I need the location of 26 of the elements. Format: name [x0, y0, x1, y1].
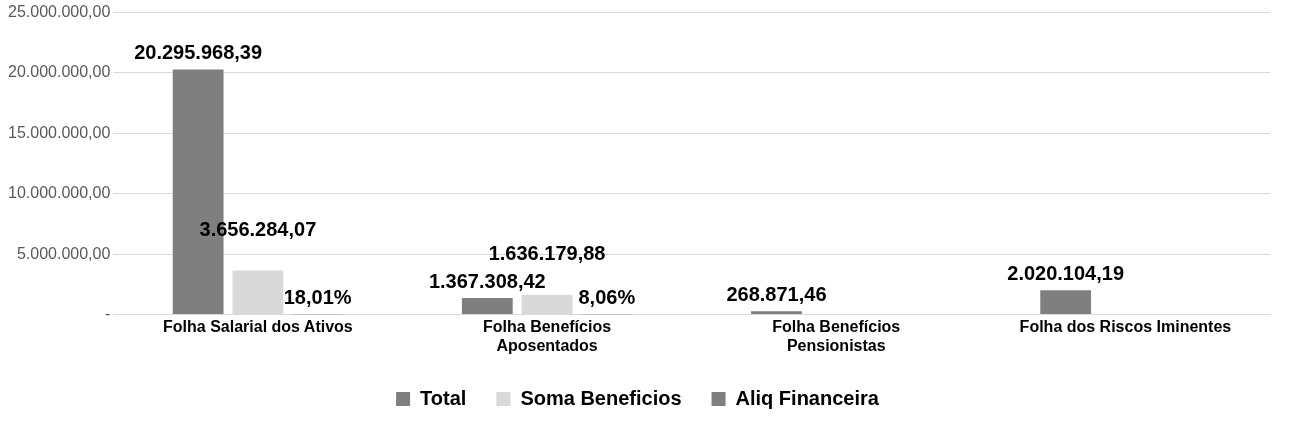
bar	[751, 311, 802, 315]
legend-label: Soma Beneficios	[520, 386, 682, 409]
x-tick-label: Folha Benefícios Aposentados	[483, 317, 612, 354]
data-label: 1.636.179,88	[488, 242, 606, 265]
y-tick-label: 20.000.000,00	[7, 63, 111, 81]
data-label: 20.295.968,39	[134, 40, 263, 63]
x-tick-label: Folha Benefícios Pensionistas	[772, 317, 901, 354]
bar	[521, 294, 573, 315]
y-tick-label: 10.000.000,00	[7, 184, 111, 202]
data-label: 3.656.284,07	[199, 217, 317, 240]
data-label: 8,06%	[578, 286, 636, 309]
data-label: 1.367.308,42	[428, 269, 546, 292]
y-tick-label: 5.000.000,00	[16, 244, 111, 262]
bar	[461, 298, 513, 315]
data-label: 2.020.104,19	[1007, 261, 1125, 284]
x-tick-label: Folha Salarial dos Ativos	[163, 317, 353, 335]
bar	[1040, 290, 1092, 315]
data-label: 268.871,46	[726, 282, 827, 305]
y-tick-label: 25.000.000,00	[7, 3, 111, 21]
y-tick-label: -	[104, 305, 111, 323]
data-label: 18,01%	[283, 286, 352, 309]
y-tick-label: 15.000.000,00	[7, 123, 111, 141]
legend-label: Total	[420, 386, 467, 409]
legend-label: Aliq Financeira	[735, 386, 880, 409]
bar	[232, 270, 284, 315]
x-tick-label: Folha dos Riscos Iminentes	[1019, 317, 1232, 335]
